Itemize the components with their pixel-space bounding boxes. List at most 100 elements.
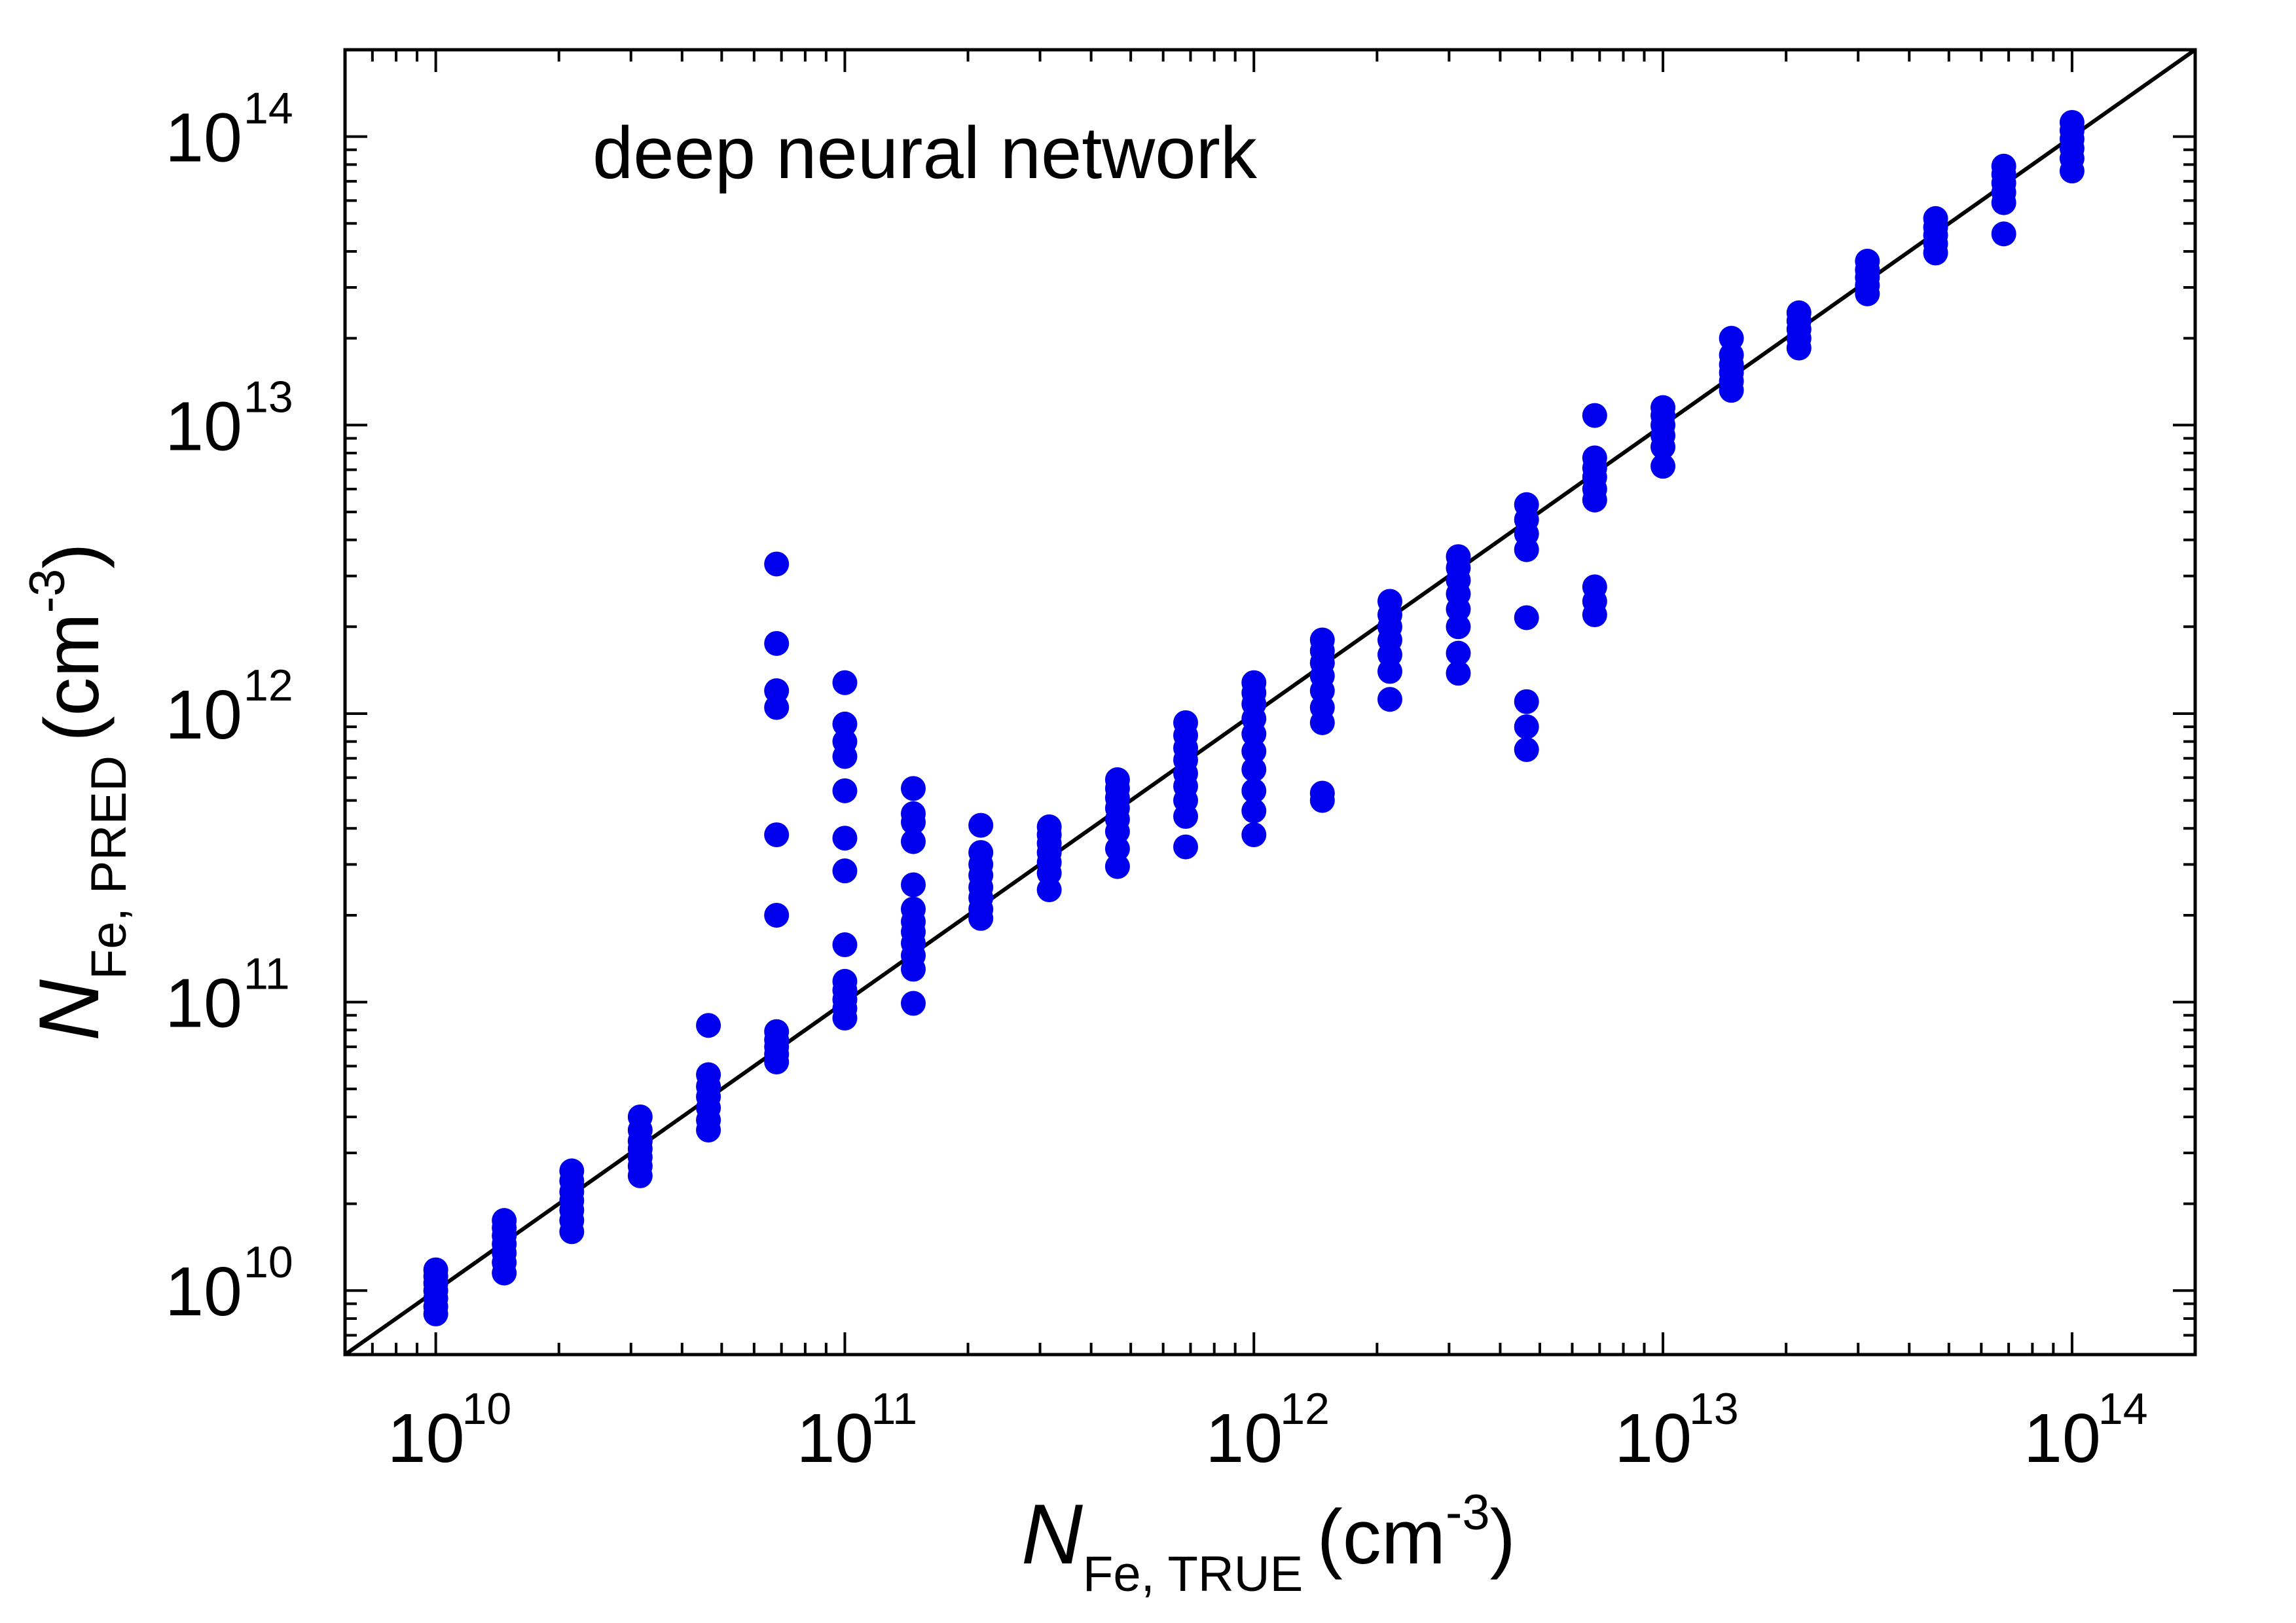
y-axis-label-unit-exponent: -3: [20, 569, 75, 613]
data-point: [1650, 395, 1676, 420]
data-point: [1241, 670, 1267, 695]
y-tick-label-exponent: 13: [244, 372, 293, 422]
x-tick-label: 10: [1205, 1400, 1283, 1477]
x-axis-label-unit-exponent: -3: [1446, 1485, 1490, 1541]
data-point: [1377, 589, 1402, 614]
y-tick-label: 10: [165, 388, 242, 465]
data-point: [764, 902, 790, 928]
x-axis-label-unit: (cm: [1317, 1494, 1446, 1580]
data-point: [832, 858, 858, 884]
x-tick-label: 10: [388, 1400, 465, 1477]
x-tick-label-exponent: 12: [1280, 1384, 1330, 1434]
plot-frame: [343, 48, 2197, 1357]
plot-frame-rect: [343, 48, 2197, 1357]
y-tick-label-exponent: 11: [244, 949, 290, 999]
data-point: [1173, 834, 1199, 860]
y-axis-label-unit-close: ): [29, 543, 115, 568]
reference-line: [344, 48, 2196, 1357]
x-axis-label: NFe, TRUE (cm-3): [1021, 1485, 1516, 1602]
data-point: [1241, 798, 1267, 824]
y-axis-label-subscript: Fe, PRED: [81, 742, 137, 979]
data-point: [764, 551, 790, 577]
data-points: [423, 109, 2085, 1326]
data-point: [764, 822, 790, 848]
data-point: [492, 1208, 517, 1233]
data-point: [1241, 739, 1267, 764]
data-point: [1241, 778, 1267, 803]
x-tick-label-exponent: 14: [2098, 1384, 2148, 1434]
data-point: [832, 711, 858, 737]
data-point: [832, 826, 858, 851]
data-point: [1514, 737, 1539, 762]
data-point: [1241, 757, 1267, 782]
y-tick-label-exponent: 12: [244, 661, 293, 710]
x-tick-label-exponent: 10: [462, 1384, 512, 1434]
chart-title: deep neural network: [592, 112, 1258, 194]
data-point: [900, 991, 926, 1016]
data-point: [764, 1019, 790, 1044]
data-point: [1104, 836, 1130, 862]
data-point: [1514, 714, 1539, 740]
x-tick-label-exponent: 11: [871, 1384, 917, 1434]
data-point: [968, 812, 994, 838]
x-axis-label-unit-close: ): [1490, 1494, 1516, 1580]
axis-labels: NFe, TRUE (cm-3)NFe, PRED (cm-3): [20, 543, 1516, 1602]
reference-line-group: [344, 48, 2196, 1357]
data-point: [1650, 454, 1676, 479]
data-point: [1173, 710, 1199, 735]
y-tick-label: 10: [165, 1253, 242, 1330]
y-axis-label-unit: (cm: [29, 613, 115, 742]
data-point: [1991, 153, 2016, 179]
data-point: [627, 1104, 653, 1129]
x-tick-label-exponent: 13: [1689, 1384, 1739, 1434]
data-point: [764, 630, 790, 656]
x-axis-label-symbol: N: [1021, 1486, 1083, 1582]
x-tick-label: 10: [796, 1400, 873, 1477]
y-tick-label-exponent: 14: [244, 84, 293, 134]
data-point: [1514, 492, 1539, 517]
data-point: [832, 670, 858, 695]
data-point: [1719, 325, 1744, 351]
data-point: [696, 1013, 721, 1038]
data-point: [559, 1158, 585, 1184]
data-point: [900, 872, 926, 898]
data-point: [1582, 445, 1607, 471]
data-point: [1855, 248, 1880, 274]
x-tick-label: 10: [2024, 1400, 2101, 1477]
data-point: [1446, 640, 1471, 666]
data-point: [1446, 614, 1471, 640]
data-point: [1582, 403, 1607, 428]
data-point: [2059, 109, 2085, 135]
data-point: [1923, 206, 1948, 231]
data-point: [832, 778, 858, 803]
data-point: [1241, 822, 1267, 848]
data-point: [1446, 661, 1471, 686]
data-point: [1104, 854, 1130, 879]
data-point: [423, 1257, 448, 1283]
data-point: [1309, 627, 1335, 653]
data-point: [1514, 605, 1539, 630]
data-point: [1991, 221, 2016, 247]
data-point: [1514, 689, 1539, 714]
data-point: [696, 1062, 721, 1087]
y-tick-label: 10: [165, 965, 242, 1042]
data-point: [1582, 574, 1607, 600]
y-axis-label-symbol: N: [21, 979, 117, 1041]
data-point: [764, 678, 790, 704]
data-point: [832, 932, 858, 958]
y-tick-label: 10: [165, 676, 242, 754]
data-point: [900, 801, 926, 826]
data-point: [832, 968, 858, 994]
data-point: [832, 729, 858, 754]
data-point: [1446, 544, 1471, 570]
data-point: [1036, 814, 1062, 839]
data-point: [968, 840, 994, 866]
data-point: [1786, 300, 1812, 325]
y-tick-label-exponent: 10: [244, 1237, 293, 1287]
data-point: [1104, 767, 1130, 792]
y-tick-label: 10: [165, 100, 242, 177]
data-point: [900, 776, 926, 801]
data-point: [900, 896, 926, 922]
